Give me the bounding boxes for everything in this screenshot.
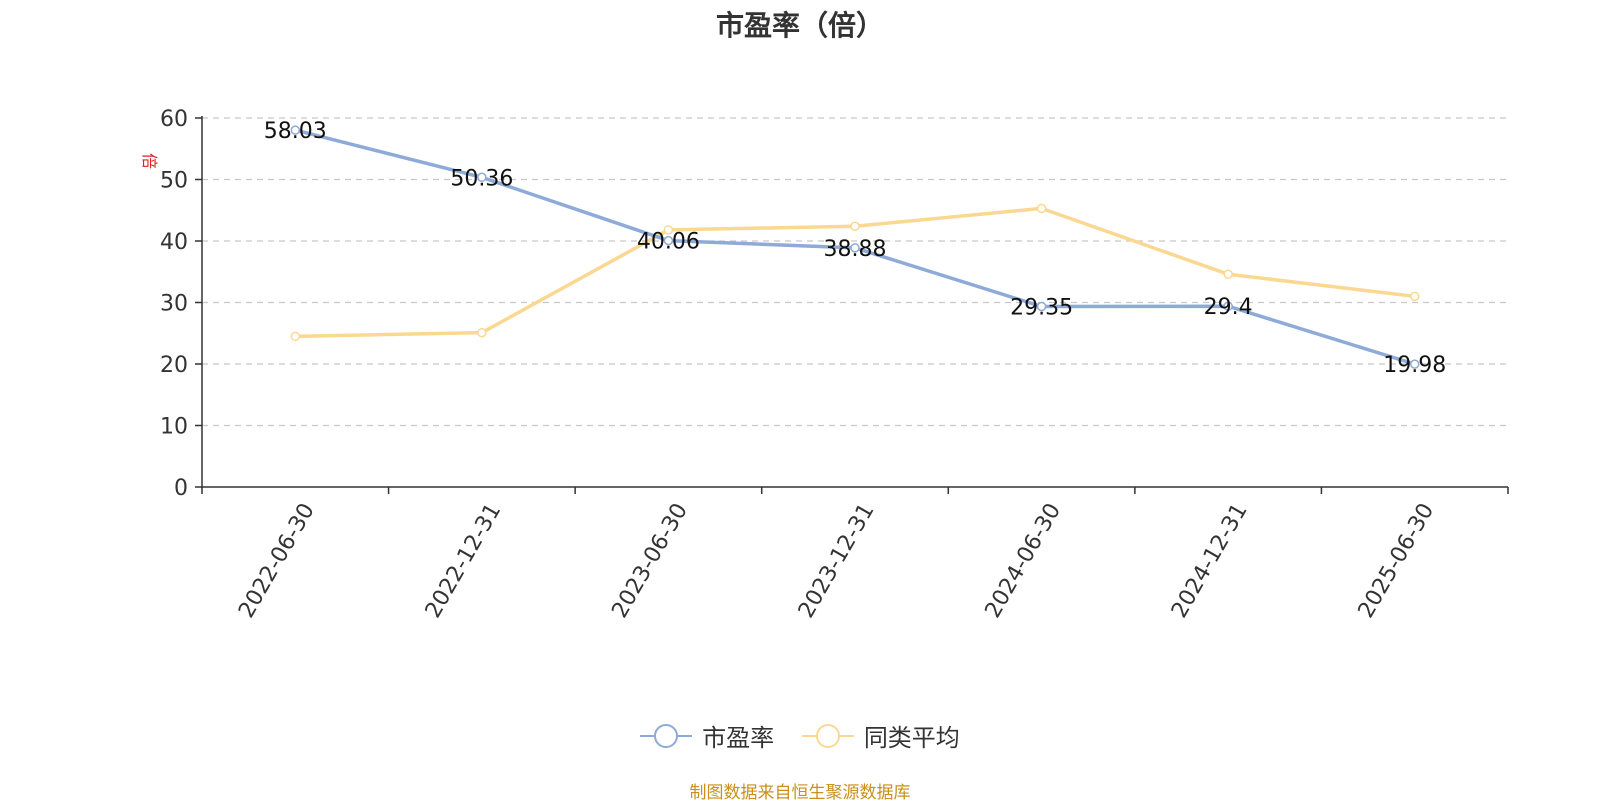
y-tick-label: 10: [160, 415, 188, 440]
series-layer: [290, 125, 1420, 369]
x-tick-label: 2022-06-30: [234, 499, 320, 622]
data-point-avg: [290, 331, 301, 342]
data-point-pe: [477, 172, 487, 183]
grid-lines: [202, 117, 1508, 427]
data-label-pe: 29.4: [1204, 295, 1253, 320]
x-tick-label: 2023-12-31: [794, 499, 880, 622]
y-tick-label: 0: [174, 476, 188, 501]
data-labels: 58.03 50.36 40.06 38.88 29.35 29.4 19.98: [264, 119, 1446, 378]
legend-label-avg: 同类平均: [863, 724, 960, 752]
data-label-pe: 40.06: [637, 230, 700, 255]
data-point-avg: [850, 221, 860, 231]
data-point-pe: [1409, 359, 1420, 369]
data-point-pe: [1036, 301, 1047, 312]
y-tick-label: 40: [160, 230, 188, 255]
data-point-avg: [663, 225, 674, 235]
legend-item-avg[interactable]: 同类平均: [801, 718, 960, 753]
data-point-avg: [1223, 269, 1233, 279]
data-label-pe: 38.88: [824, 237, 887, 262]
y-axis-unit-label: 倍: [140, 153, 159, 169]
x-tick-label: 2023-06-30: [607, 499, 693, 622]
x-tick-label: 2024-12-31: [1167, 499, 1253, 622]
legend: 市盈率 同类平均: [0, 718, 1600, 756]
legend-label-pe: 市盈率: [702, 724, 775, 752]
legend-line-circle-icon: [640, 723, 693, 748]
legend-item-pe[interactable]: 市盈率: [640, 718, 774, 753]
data-point-pe: [1223, 301, 1233, 311]
data-point-avg: [1036, 203, 1047, 214]
data-label-pe: 58.03: [264, 119, 327, 144]
source-note: 制图数据来自恒生聚源数据库: [689, 783, 911, 803]
data-point-pe: [850, 243, 860, 253]
chart-title: 市盈率（倍）: [715, 9, 884, 42]
axes: 0 10 20 30 40 50 60 2022-06-30 2022-12-31 2023-06…: [160, 107, 1509, 622]
data-point-avg: [477, 327, 487, 338]
y-tick-label: 30: [160, 292, 188, 317]
data-label-pe: 19.98: [1383, 353, 1446, 378]
x-tick-label: 2024-06-30: [981, 499, 1067, 622]
data-label-pe: 50.36: [450, 166, 513, 191]
data-point-pe: [663, 235, 674, 246]
y-tick-label: 60: [160, 107, 188, 132]
legend-line-circle-icon: [801, 723, 854, 748]
x-tick-label: 2022-12-31: [421, 499, 507, 622]
y-tick-label: 20: [160, 353, 188, 378]
y-tick-label: 50: [160, 169, 188, 194]
x-tick-label: 2025-06-30: [1354, 499, 1440, 622]
data-point-avg: [1409, 291, 1420, 302]
data-label-pe: 29.35: [1010, 295, 1073, 320]
data-point-pe: [290, 125, 301, 135]
